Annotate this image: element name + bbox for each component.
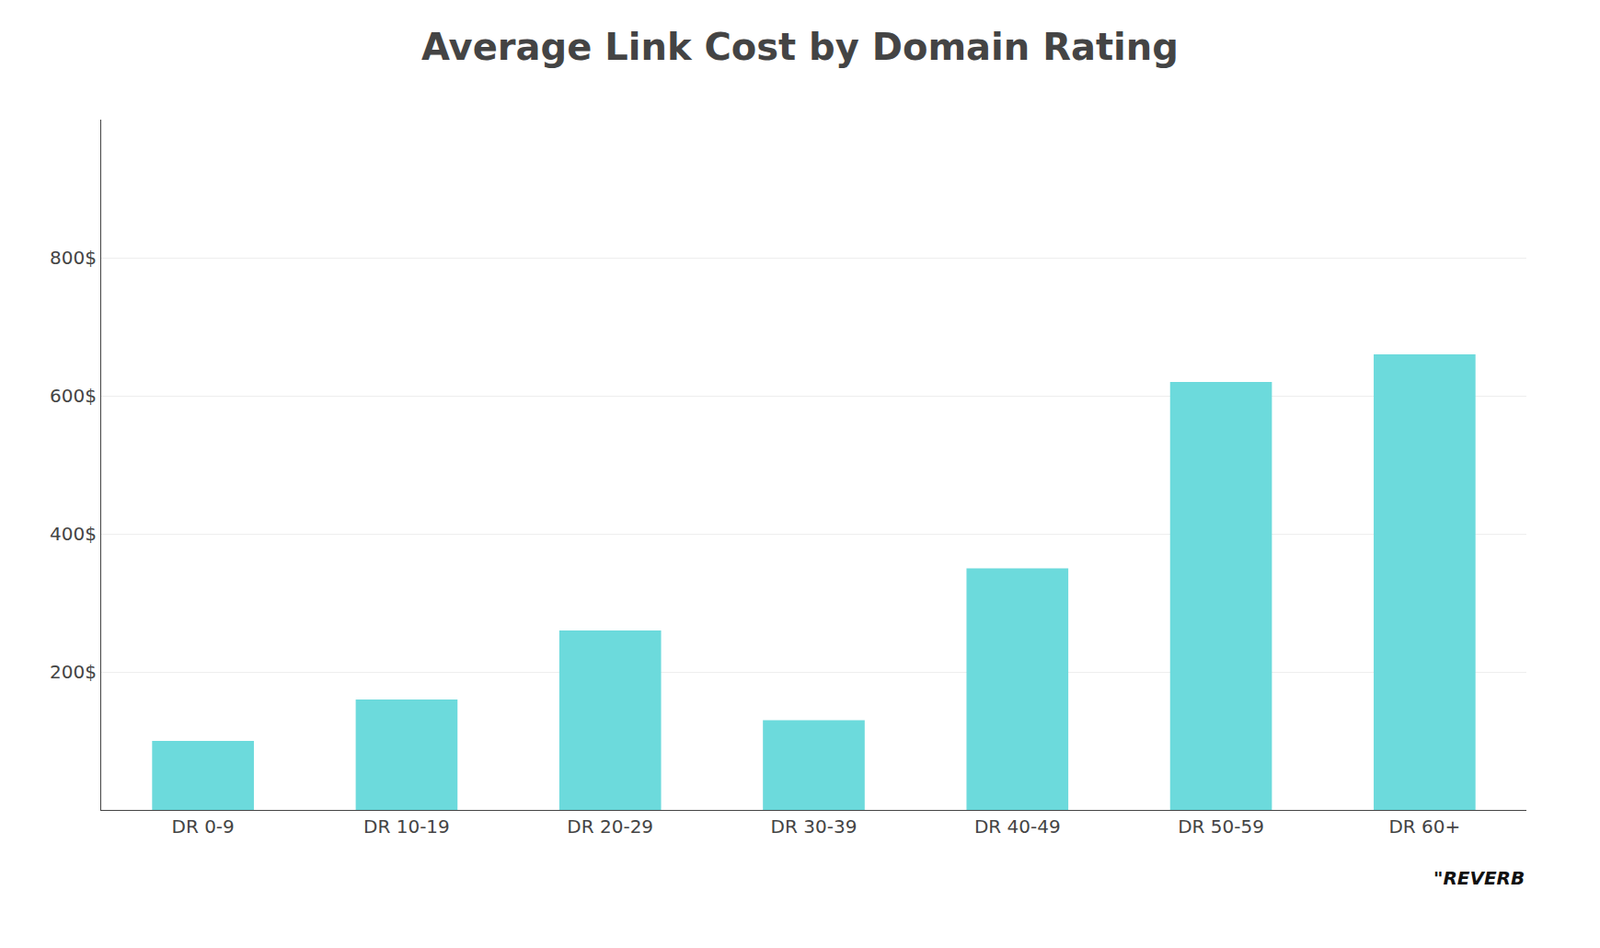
svg-text:200$: 200$ [49,660,97,683]
svg-text:600$: 600$ [49,384,97,407]
svg-text:DR 10-19: DR 10-19 [363,815,450,838]
svg-text:DR 40-49: DR 40-49 [974,815,1061,838]
svg-text:Average Link Cost by Domain Ra: Average Link Cost by Domain Rating [421,25,1179,69]
svg-text:DR 60+: DR 60+ [1388,815,1461,838]
svg-text:400$: 400$ [49,522,97,545]
svg-text:DR 0-9: DR 0-9 [171,815,234,838]
svg-text:DR 20-29: DR 20-29 [566,815,654,838]
svg-text:DR 30-39: DR 30-39 [771,815,858,838]
svg-text:"REVERB: "REVERB [1433,866,1525,889]
svg-text:800$: 800$ [49,246,97,269]
svg-text:DR 50-59: DR 50-59 [1177,815,1265,838]
